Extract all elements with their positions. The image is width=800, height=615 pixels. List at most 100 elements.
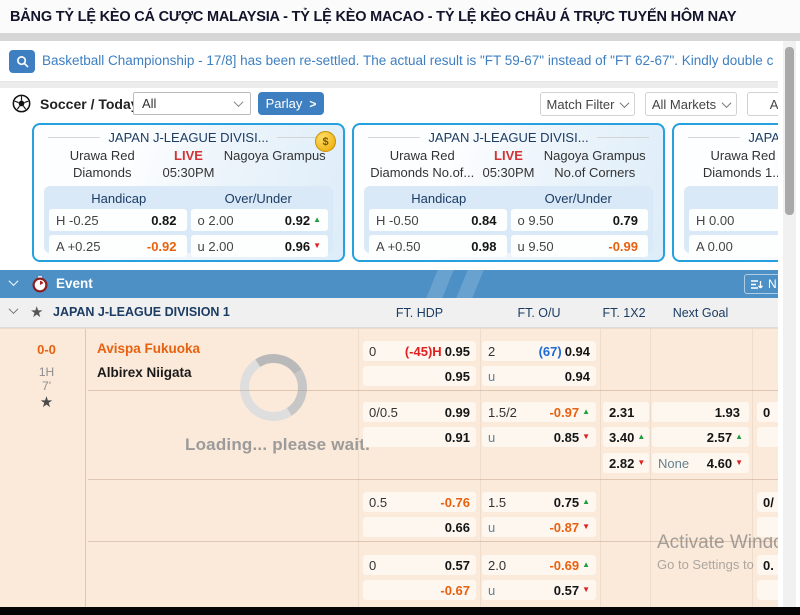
loading-spinner bbox=[233, 347, 314, 428]
live-cards-row: JAPAN J-LEAGUE DIVISI... $ Urawa Red Dia… bbox=[0, 120, 780, 266]
stopwatch-icon bbox=[31, 275, 49, 296]
column-divider bbox=[752, 329, 753, 608]
1x2-odds-cell[interactable]: 2.82 ▼ bbox=[603, 453, 649, 473]
activate-windows-subtext: Go to Settings to activ bbox=[657, 557, 780, 572]
ou-odds-cell[interactable]: u 0.94 bbox=[482, 366, 596, 386]
all-odds-dropdown[interactable]: All bbox=[747, 92, 780, 116]
1x2-odds-cell[interactable]: 2.31 bbox=[603, 402, 649, 422]
kickoff-time: 05:30PM bbox=[482, 164, 535, 180]
group-divider bbox=[88, 541, 778, 542]
decor-stripe bbox=[456, 270, 484, 298]
extra-odds-cell[interactable] bbox=[757, 427, 780, 447]
card-odds-cell[interactable]: H 0.00 bbox=[689, 209, 780, 231]
section-gap bbox=[0, 82, 800, 88]
hdp-odds-cell[interactable]: 0.91 bbox=[363, 427, 476, 447]
card-odds-cell[interactable]: o 2.00 0.92 ▲ bbox=[190, 209, 328, 231]
page-title: BẢNG TỶ LỆ KÈO CÁ CƯỢC MALAYSIA - TỶ LỆ … bbox=[10, 9, 737, 25]
collapse-chevron-icon[interactable] bbox=[8, 304, 19, 315]
column-header-ou: FT. O/U bbox=[517, 306, 561, 320]
card-odds-cell[interactable]: A +0.25 -0.92 bbox=[49, 235, 187, 257]
hdp-odds-cell[interactable]: 0.66 bbox=[363, 517, 476, 537]
match-filter-dropdown[interactable]: Match Filter bbox=[540, 92, 635, 116]
away-team-link[interactable]: Albirex Niigata bbox=[97, 365, 192, 380]
card-teams: Urawa Red Diamonds 1... bbox=[674, 145, 780, 182]
home-team: Urawa Red Diamonds bbox=[69, 148, 135, 180]
event-header-label: Event bbox=[56, 276, 93, 291]
away-team: Nagoya Grampus bbox=[223, 148, 326, 163]
next-goal-odds-cell[interactable]: 1.93 bbox=[652, 402, 749, 422]
extra-odds-cell[interactable]: 0 bbox=[757, 402, 780, 422]
column-header-next-goal: Next Goal bbox=[672, 306, 729, 320]
scrollbar-thumb[interactable] bbox=[785, 47, 794, 215]
toolbar: Soccer / Today All Parlay > Match Filter… bbox=[0, 88, 780, 120]
card-odds-box: H 0.00 A 0.00 bbox=[684, 186, 780, 257]
league-name[interactable]: JAPAN J-LEAGUE DIVISION 1 bbox=[53, 305, 230, 319]
hdp-odds-cell[interactable]: -0.67 bbox=[363, 580, 476, 600]
handicap-header: Handicap bbox=[411, 191, 467, 206]
league-filter-select[interactable]: All bbox=[133, 92, 251, 115]
home-team: Urawa Red Diamonds No.of... bbox=[370, 148, 475, 180]
extra-odds-cell[interactable] bbox=[757, 517, 780, 537]
home-team: Urawa Red Diamonds 1... bbox=[702, 148, 780, 180]
over-under-header: Over/Under bbox=[544, 191, 612, 206]
announcement-message: Basketball Championship - 17/8] has been… bbox=[42, 53, 774, 68]
favorite-star-icon[interactable]: ★ bbox=[39, 394, 54, 411]
hdp-odds-cell[interactable]: 0.95 bbox=[363, 366, 476, 386]
live-card-2[interactable]: JAPAN J-LEAGUE DIVISI... Urawa Red Diamo… bbox=[352, 123, 665, 262]
column-divider bbox=[358, 329, 359, 608]
parlay-button[interactable]: Parlay > bbox=[258, 92, 324, 115]
match-period: 1H bbox=[38, 365, 55, 379]
extra-odds-cell[interactable]: 0. bbox=[757, 555, 780, 575]
hdp-odds-cell[interactable]: 0/0.5 0.99 bbox=[363, 402, 476, 422]
card-odds-cell[interactable]: H -0.25 0.82 bbox=[49, 209, 187, 231]
group-divider bbox=[88, 390, 778, 391]
card-odds-cell[interactable]: H -0.50 0.84 bbox=[369, 209, 507, 231]
ou-odds-cell[interactable]: u 0.57 ▼ bbox=[482, 580, 596, 600]
card-odds-cell[interactable]: A +0.50 0.98 bbox=[369, 235, 507, 257]
favorite-star-icon[interactable]: ★ bbox=[30, 304, 44, 321]
over-under-header: Over/Under bbox=[224, 191, 292, 206]
away-team: Nagoya Grampus No.of Corners bbox=[543, 148, 646, 180]
card-odds-cell[interactable]: o 9.50 0.79 bbox=[510, 209, 648, 231]
column-divider bbox=[600, 329, 601, 608]
hdp-odds-cell[interactable]: 0.5 -0.76 bbox=[363, 492, 476, 512]
home-team-link[interactable]: Avispa Fukuoka bbox=[97, 341, 201, 356]
collapse-chevron-icon[interactable] bbox=[8, 276, 19, 287]
card-league-title: JAPAN J-LEAGUE DIVISI... bbox=[674, 130, 780, 145]
header-divider bbox=[0, 33, 800, 41]
card-odds-box: Handicap Over/Under H -0.50 0.84 o 9.50 … bbox=[364, 186, 653, 257]
ou-odds-cell[interactable]: 1.5/2 -0.97 ▲ bbox=[482, 402, 596, 422]
ou-odds-cell[interactable]: 2 (67) 0.94 bbox=[482, 341, 596, 361]
coin-icon: $ bbox=[315, 131, 336, 152]
hdp-odds-cell[interactable]: 0 (-45)H 0.95 bbox=[363, 341, 476, 361]
card-odds-cell[interactable]: A 0.00 bbox=[689, 235, 780, 257]
card-odds-cell[interactable]: u 2.00 0.96 ▼ bbox=[190, 235, 328, 257]
extra-odds-cell[interactable] bbox=[757, 580, 780, 600]
card-league-title: JAPAN J-LEAGUE DIVISI... bbox=[34, 130, 343, 145]
next-goal-odds-cell[interactable]: None 4.60 ▼ bbox=[652, 453, 749, 473]
column-header-1x2: FT. 1X2 bbox=[602, 306, 646, 320]
hdp-odds-cell[interactable]: 0 0.57 bbox=[363, 555, 476, 575]
event-section-bar: Event N bbox=[0, 270, 780, 298]
card-league-title: JAPAN J-LEAGUE DIVISI... bbox=[354, 130, 663, 145]
ou-odds-cell[interactable]: 2.0 -0.69 ▲ bbox=[482, 555, 596, 575]
all-markets-label: All Markets bbox=[651, 96, 717, 112]
display-mode-button[interactable]: N bbox=[744, 274, 780, 294]
chevron-down-icon bbox=[620, 97, 630, 108]
live-card-1[interactable]: JAPAN J-LEAGUE DIVISI... $ Urawa Red Dia… bbox=[32, 123, 345, 262]
search-button[interactable] bbox=[9, 50, 35, 73]
card-odds-cell[interactable]: u 9.50 -0.99 bbox=[510, 235, 648, 257]
extra-odds-cell[interactable]: 0/ bbox=[757, 492, 780, 512]
1x2-odds-cell[interactable]: 3.40 ▲ bbox=[603, 427, 649, 447]
all-odds-label: All bbox=[769, 96, 780, 112]
column-divider bbox=[85, 329, 86, 608]
all-markets-dropdown[interactable]: All Markets bbox=[645, 92, 737, 116]
ou-odds-cell[interactable]: 1.5 0.75 ▲ bbox=[482, 492, 596, 512]
ou-odds-cell[interactable]: u 0.85 ▼ bbox=[482, 427, 596, 447]
next-goal-odds-cell[interactable]: 2.57 ▲ bbox=[652, 427, 749, 447]
league-header-row: ★ JAPAN J-LEAGUE DIVISION 1 FT. HDP FT. … bbox=[0, 298, 780, 328]
ou-odds-cell[interactable]: u -0.87 ▼ bbox=[482, 517, 596, 537]
live-card-3[interactable]: JAPAN J-LEAGUE DIVISI... Urawa Red Diamo… bbox=[672, 123, 780, 262]
group-divider bbox=[88, 479, 778, 480]
